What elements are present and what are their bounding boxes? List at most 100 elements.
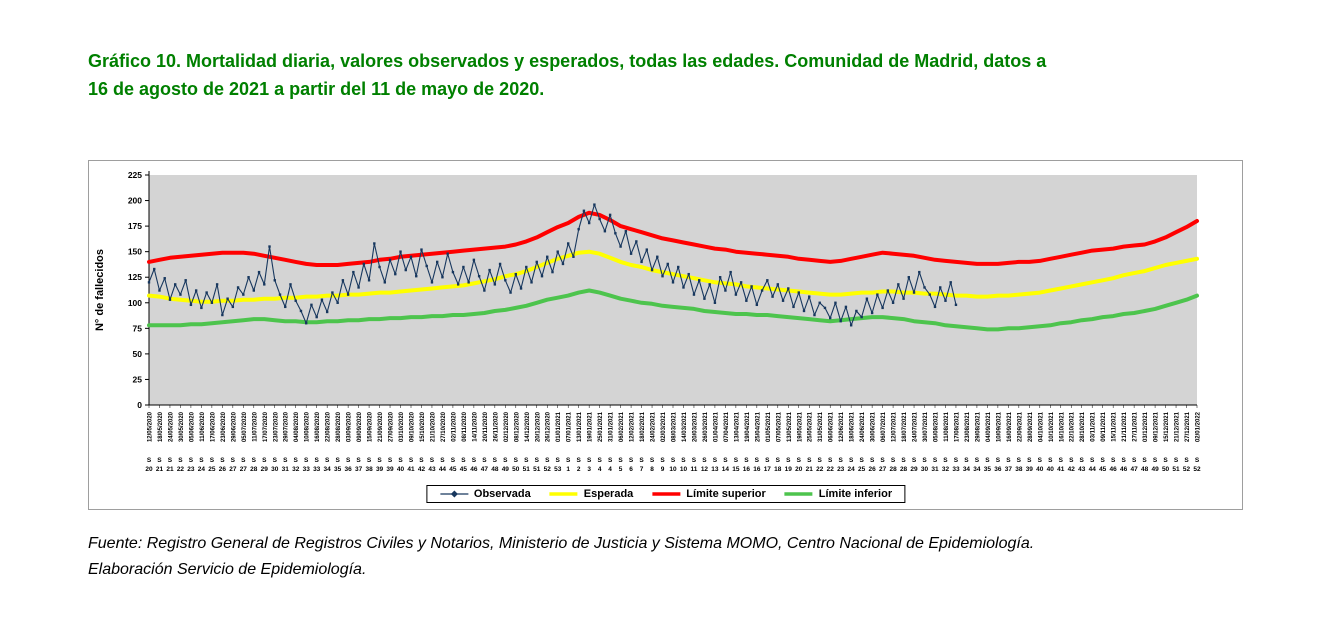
source-note: Fuente: Registro General de Registros Ci… [88, 531, 1258, 582]
x-week-prefix: S [273, 457, 278, 464]
series-observada-marker [650, 268, 654, 272]
x-date-label: 31/01/2021 [609, 411, 615, 442]
x-week-prefix: S [933, 457, 938, 464]
x-week-prefix: S [1101, 457, 1106, 464]
x-week-prefix: S [566, 457, 571, 464]
x-date-label: 23/08/2021 [965, 411, 971, 442]
series-observada-marker [179, 293, 182, 296]
x-week-prefix: S [765, 457, 770, 464]
series-observada-marker [870, 311, 874, 315]
x-date-label: 25/05/2021 [808, 411, 814, 442]
series-observada-marker [813, 313, 816, 317]
x-week-prefix: S [587, 457, 592, 464]
x-week-number: 20 [795, 466, 803, 473]
x-week-number: 5 [619, 466, 623, 473]
x-week-prefix: S [346, 457, 351, 464]
x-week-prefix: S [1184, 457, 1189, 464]
x-week-number: 43 [1078, 466, 1086, 473]
x-week-prefix: S [618, 457, 623, 464]
x-week-number: 33 [303, 466, 311, 473]
x-week-number: 34 [324, 466, 332, 473]
x-date-label: 10/08/2020 [305, 411, 311, 442]
series-observada-marker [567, 242, 570, 245]
series-observada-marker [918, 270, 921, 274]
series-observada-marker [409, 255, 413, 258]
x-date-label: 15/11/2021 [1112, 411, 1118, 441]
x-date-label: 12/02/2021 [630, 411, 636, 442]
x-week-prefix: S [524, 457, 529, 464]
series-observada-marker [210, 301, 214, 304]
x-week-prefix: S [398, 457, 403, 464]
x-date-label: 29/07/2020 [284, 411, 290, 442]
series-observada-marker [525, 265, 528, 269]
x-week-number: 53 [554, 466, 562, 473]
x-week-prefix: S [901, 457, 906, 464]
x-week-number: 42 [1068, 466, 1076, 473]
y-tick-label: 175 [128, 221, 142, 231]
x-week-number: 41 [1057, 466, 1065, 473]
x-date-label: 24/05/2020 [168, 411, 174, 442]
x-date-label: 05/06/2020 [189, 411, 195, 442]
x-week-prefix: S [294, 457, 299, 464]
series-observada-marker [572, 255, 575, 258]
x-week-prefix: S [315, 457, 320, 464]
series-observada-marker [619, 245, 622, 248]
series-observada-marker [865, 297, 869, 300]
x-week-prefix: S [1195, 457, 1200, 464]
x-week-number: 34 [973, 466, 981, 473]
x-week-number: 22 [177, 466, 185, 473]
series-observada-marker [147, 281, 151, 284]
series-observada-marker [278, 293, 282, 296]
series-observada-marker [886, 289, 890, 292]
x-week-prefix: S [168, 457, 173, 464]
x-week-number: 52 [1193, 466, 1201, 473]
series-observada-marker [849, 324, 853, 327]
x-week-prefix: S [859, 457, 864, 464]
y-axis-title: N° de fallecidos [94, 249, 106, 331]
x-date-label: 13/04/2021 [734, 411, 740, 442]
series-observada-marker [420, 248, 423, 251]
series-observada-marker [729, 270, 732, 274]
series-observada-marker [346, 293, 350, 296]
x-week-number: 29 [261, 466, 269, 473]
x-week-prefix: S [157, 457, 162, 464]
series-observada-marker [687, 272, 690, 276]
x-week-prefix: S [1090, 457, 1095, 464]
x-date-label: 27/10/2020 [441, 411, 447, 442]
x-date-label: 27/12/2021 [1185, 411, 1191, 442]
page-title: Gráfico 10. Mortalidad diaria, valores o… [88, 48, 1258, 104]
x-week-number: 16 [753, 466, 761, 473]
series-observada-marker [928, 293, 931, 296]
series-observada-marker [797, 291, 800, 294]
series-observada-marker [320, 298, 324, 301]
legend-label: Límite superior [686, 488, 766, 500]
series-observada-marker [352, 270, 355, 274]
series-observada-marker [561, 262, 565, 266]
series-observada-marker [829, 316, 832, 320]
y-tick-label: 75 [133, 323, 143, 333]
series-observada-marker [477, 275, 481, 278]
x-week-number: 44 [1089, 466, 1097, 473]
x-week-number: 22 [816, 466, 824, 473]
x-week-prefix: S [440, 457, 445, 464]
x-week-prefix: S [776, 457, 781, 464]
series-observada-marker [645, 248, 648, 251]
series-observada-marker [310, 303, 313, 307]
x-week-prefix: S [356, 457, 361, 464]
x-week-prefix: S [147, 457, 152, 464]
x-week-number: 49 [502, 466, 510, 473]
series-observada-marker [640, 260, 643, 264]
chart-frame: 0 25 50 75 100 125 150 175 200 225 12/05/2020 S 20 18… [88, 160, 1243, 510]
x-week-prefix: S [1006, 457, 1011, 464]
x-week-number: 27 [240, 466, 248, 473]
x-week-prefix: S [220, 457, 225, 464]
series-observada-marker [677, 265, 680, 269]
x-date-label: 24/02/2021 [651, 411, 657, 442]
x-date-label: 09/09/2020 [357, 411, 363, 442]
x-week-prefix: S [629, 457, 634, 464]
series-observada-marker [299, 309, 303, 313]
x-week-prefix: S [545, 457, 550, 464]
series-observada-marker [231, 305, 235, 309]
x-week-number: 6 [629, 466, 633, 473]
series-observada-marker [593, 203, 596, 206]
